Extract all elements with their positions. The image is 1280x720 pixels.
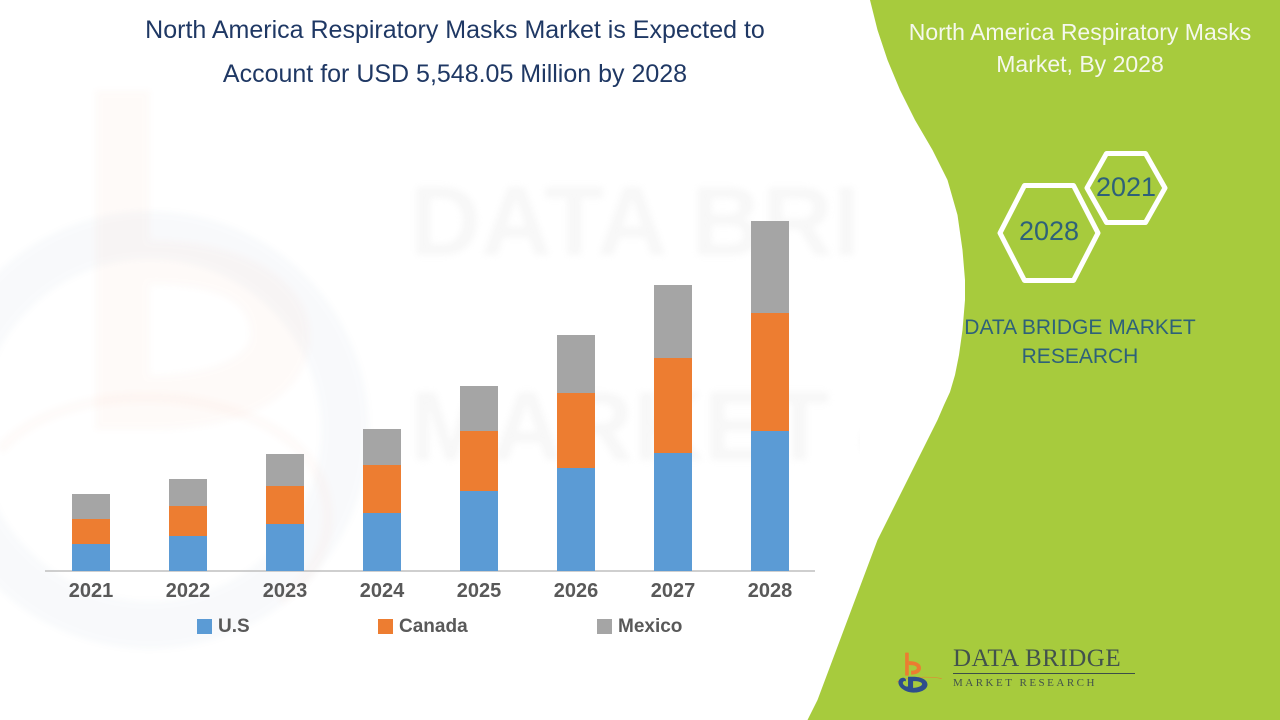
svg-text:Mexico: Mexico <box>618 616 682 637</box>
svg-text:U.S: U.S <box>218 616 250 637</box>
svg-text:2027: 2027 <box>651 580 696 602</box>
svg-text:2022: 2022 <box>166 580 211 602</box>
svg-text:2026: 2026 <box>554 580 599 602</box>
svg-text:2025: 2025 <box>457 580 502 602</box>
svg-text:2021: 2021 <box>69 580 114 602</box>
svg-text:2028: 2028 <box>748 580 793 602</box>
svg-text:2023: 2023 <box>263 580 308 602</box>
svg-text:2024: 2024 <box>360 580 405 602</box>
svg-text:Canada: Canada <box>399 616 468 637</box>
